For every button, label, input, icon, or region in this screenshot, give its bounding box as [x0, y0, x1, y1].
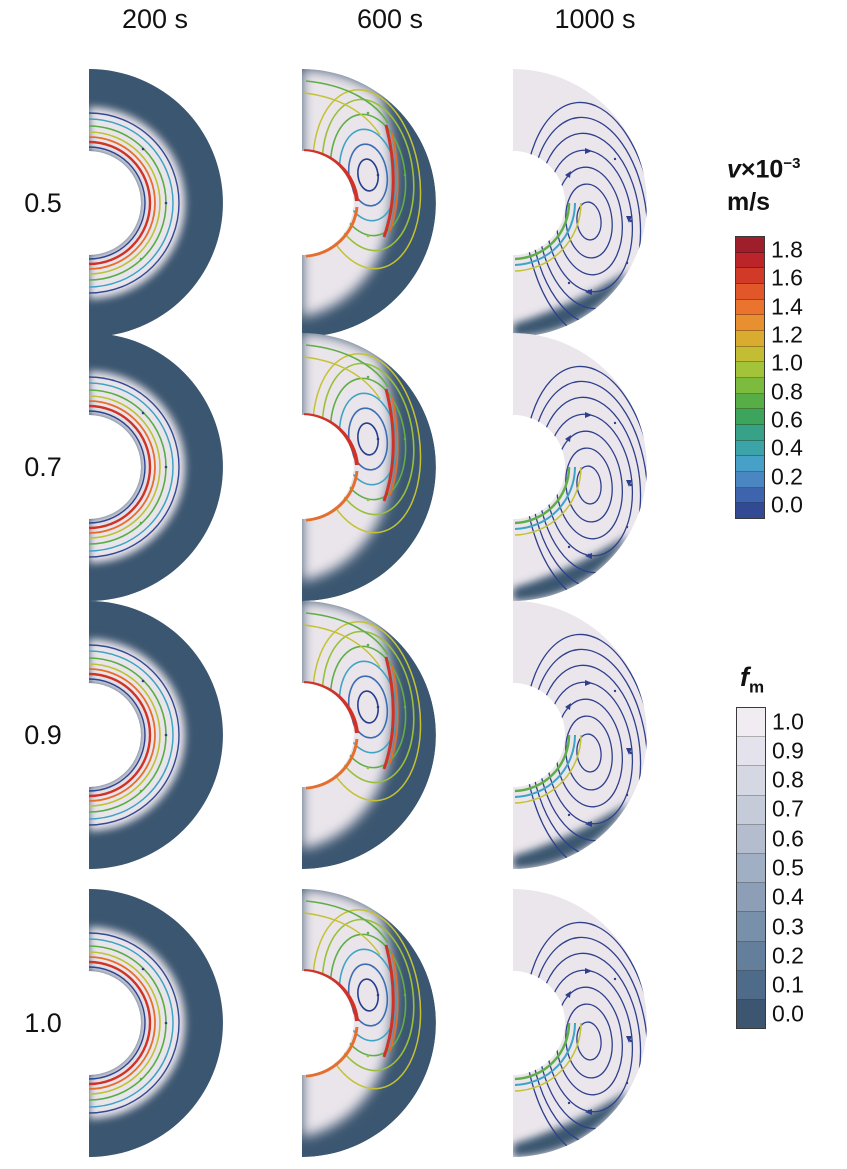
v-symbol: v — [727, 155, 741, 184]
column-header-200s: 200 s — [121, 4, 189, 34]
v-colorbar-tick-label: 1.4 — [771, 293, 803, 320]
v-colorbar-tick-label: 1.2 — [771, 321, 803, 348]
v-colorbar-segment — [736, 237, 764, 253]
v-colorbar-segment — [736, 409, 764, 426]
v-colorbar-tick-label: 1.8 — [771, 236, 803, 263]
v-colorbar-tick-label: 0.4 — [771, 434, 803, 461]
v-exponent: −3 — [783, 155, 801, 172]
v-colorbar — [735, 236, 765, 519]
fm-colorbar-segment — [737, 999, 765, 1029]
row-label-1.0: 1.0 — [24, 1008, 62, 1038]
v-colorbar-segment — [736, 472, 764, 488]
fm-colorbar-tick-label: 0.6 — [772, 825, 804, 852]
row-label-0.7: 0.7 — [24, 452, 62, 482]
panel-1.0-1000s — [507, 883, 657, 1163]
v-colorbar-segment — [736, 315, 764, 332]
v-colorbar-segment — [736, 331, 764, 347]
fm-colorbar-tick-label: 0.1 — [772, 971, 804, 998]
row-label-0.9: 0.9 — [24, 720, 62, 750]
panel-0.5-200s — [83, 63, 233, 343]
fm-colorbar-tick-label: 1.0 — [772, 708, 804, 735]
v-colorbar-segment — [736, 503, 764, 519]
fm-colorbar-segment — [737, 941, 765, 971]
v-colorbar-segment — [736, 425, 764, 441]
v-colorbar-tick-label: 0.8 — [771, 378, 803, 405]
fm-colorbar-tick-label: 0.9 — [772, 737, 804, 764]
fm-colorbar-segment — [737, 970, 765, 1000]
v-colorbar-tick-label: 0.0 — [771, 491, 803, 518]
v-colorbar-segment — [736, 299, 764, 316]
panel-0.9-200s — [83, 595, 233, 875]
fm-colorbar-tick-label: 0.4 — [772, 883, 804, 910]
fm-colorbar-segment — [737, 912, 765, 942]
fm-colorbar-segment — [737, 708, 765, 738]
fm-colorbar — [736, 707, 766, 1029]
v-colorbar-tick-label: 0.6 — [771, 406, 803, 433]
v-colorbar-segment — [736, 393, 764, 410]
v-colorbar-segment — [736, 456, 764, 473]
panel-0.7-600s — [296, 327, 446, 607]
fm-colorbar-tick-label: 0.5 — [772, 854, 804, 881]
fm-colorbar-tick-label: 0.0 — [772, 1000, 804, 1027]
v-colorbar-tick-label: 1.6 — [771, 264, 803, 291]
panel-1.0-200s — [83, 883, 233, 1163]
v-colorbar-segment — [736, 284, 764, 300]
panel-0.5-600s — [296, 63, 446, 343]
panel-0.5-1000s — [507, 63, 657, 343]
panel-0.9-600s — [296, 595, 446, 875]
v-colorbar-segment — [736, 378, 764, 394]
column-header-600s: 600 s — [356, 4, 424, 34]
v-colorbar-segment — [736, 346, 764, 363]
v-colorbar-ticks: 1.8 1.6 1.4 1.2 1.0 0.8 0.6 0.4 0.2 0.0 — [771, 236, 829, 519]
fm-colorbar-tick-label: 0.2 — [772, 942, 804, 969]
fm-colorbar-title: fm — [740, 662, 764, 697]
fm-colorbar-ticks: 1.0 0.9 0.8 0.7 0.6 0.5 0.4 0.3 0.2 0.1 0.0 — [772, 707, 830, 1029]
panel-0.7-1000s — [507, 327, 657, 607]
v-colorbar-segment — [736, 252, 764, 269]
v-colorbar-units: m/s — [727, 188, 771, 216]
fm-colorbar-segment — [737, 795, 765, 825]
v-colorbar-title: v×10−3 — [727, 155, 800, 184]
panel-1.0-600s — [296, 883, 446, 1163]
fm-colorbar-segment — [737, 766, 765, 796]
v-colorbar-segment — [736, 362, 764, 379]
fm-colorbar-segment — [737, 824, 765, 854]
fm-subscript: m — [749, 677, 765, 697]
fm-colorbar-segment — [737, 853, 765, 884]
v-mult: ×10 — [740, 155, 784, 184]
column-header-1000s: 1000 s — [554, 4, 636, 34]
row-label-0.5: 0.5 — [24, 188, 62, 218]
fm-colorbar-tick-label: 0.7 — [772, 795, 804, 822]
v-colorbar-segment — [736, 440, 764, 457]
panel-0.7-200s — [83, 327, 233, 607]
v-colorbar-segment — [736, 268, 764, 285]
v-colorbar-tick-label: 1.0 — [771, 349, 803, 376]
fm-colorbar-segment — [737, 883, 765, 913]
fm-colorbar-tick-label: 0.3 — [772, 913, 804, 940]
v-colorbar-tick-label: 0.2 — [771, 463, 803, 490]
fm-symbol: f — [740, 662, 749, 692]
fm-colorbar-tick-label: 0.8 — [772, 766, 804, 793]
v-colorbar-segment — [736, 487, 764, 504]
panel-0.9-1000s — [507, 595, 657, 875]
fm-colorbar-segment — [737, 737, 765, 767]
